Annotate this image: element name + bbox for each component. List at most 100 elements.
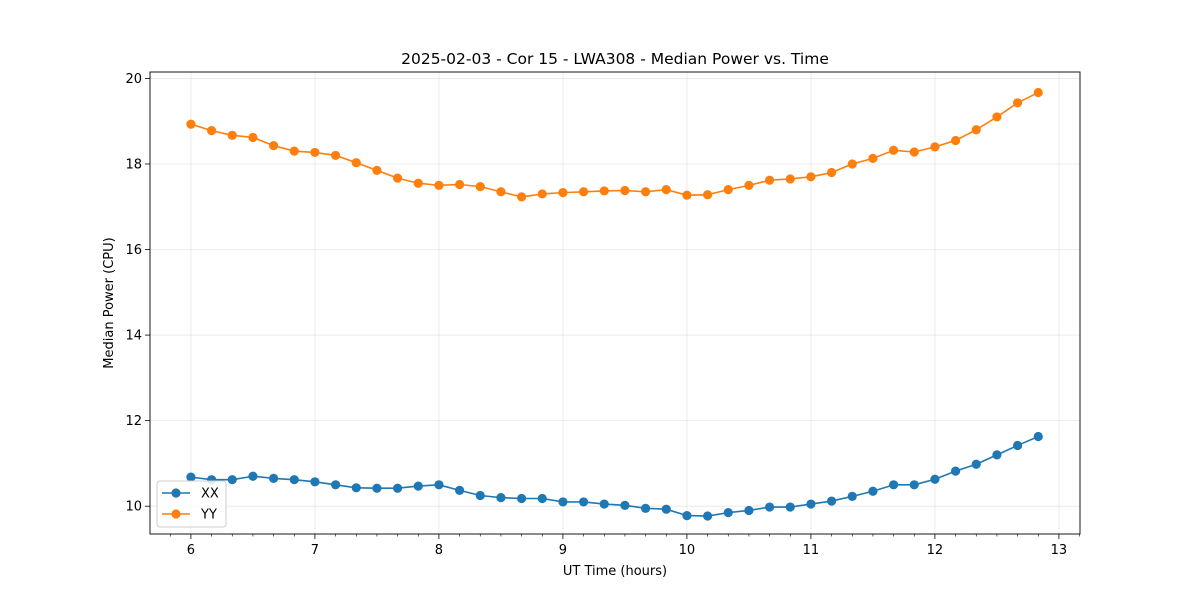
data-point-yy bbox=[475, 182, 485, 192]
data-point-yy bbox=[682, 190, 692, 200]
x-axis-label: UT Time (hours) bbox=[563, 564, 667, 579]
y-tick-label: 20 bbox=[125, 72, 142, 87]
data-point-yy bbox=[310, 147, 320, 158]
data-point-yy bbox=[661, 185, 671, 195]
data-point-yy bbox=[930, 142, 940, 152]
data-point-yy bbox=[599, 186, 609, 196]
data-point-xx bbox=[868, 486, 878, 496]
data-point-yy bbox=[537, 189, 547, 199]
data-point-yy bbox=[723, 185, 733, 195]
data-point-yy bbox=[227, 130, 237, 140]
data-point-yy bbox=[413, 178, 423, 188]
data-point-xx bbox=[516, 493, 527, 504]
data-point-yy bbox=[826, 167, 837, 178]
data-point-yy bbox=[434, 180, 444, 190]
data-point-yy bbox=[992, 112, 1002, 122]
data-point-xx bbox=[351, 483, 361, 493]
data-point-xx bbox=[413, 481, 423, 491]
y-tick-label: 16 bbox=[125, 243, 142, 258]
data-point-xx bbox=[888, 480, 899, 490]
series-layer bbox=[186, 87, 1043, 521]
legend-marker-yy bbox=[171, 509, 181, 519]
data-point-yy bbox=[847, 159, 857, 169]
data-point-xx bbox=[764, 502, 775, 512]
data-point-yy bbox=[392, 173, 403, 183]
data-point-xx bbox=[578, 497, 589, 507]
ticks: 6 7 8 9 10 11 12 13 10 12 14 16 18 20 bbox=[125, 72, 1080, 558]
x-tick-label: 6 bbox=[187, 543, 195, 558]
data-point-xx bbox=[268, 473, 279, 483]
data-point-xx bbox=[1033, 431, 1043, 442]
data-point-xx bbox=[454, 485, 465, 495]
data-point-yy bbox=[454, 179, 465, 190]
data-point-yy bbox=[868, 153, 878, 164]
data-point-xx bbox=[992, 450, 1002, 460]
data-point-xx bbox=[930, 474, 940, 484]
data-point-xx bbox=[661, 504, 671, 514]
legend-label-xx: XX bbox=[201, 487, 219, 502]
x-tick-label: 11 bbox=[803, 543, 820, 558]
data-point-xx bbox=[847, 491, 857, 501]
data-point-yy bbox=[785, 174, 795, 184]
legend-marker-xx bbox=[171, 488, 181, 498]
data-point-xx bbox=[475, 490, 485, 501]
data-point-xx bbox=[909, 480, 919, 490]
data-point-yy bbox=[950, 135, 961, 146]
x-tick-label: 9 bbox=[559, 543, 567, 558]
plot-frame bbox=[149, 71, 1081, 535]
legend-label-yy: YY bbox=[200, 508, 217, 523]
y-tick-label: 10 bbox=[125, 500, 142, 515]
data-point-xx bbox=[682, 511, 692, 521]
data-point-xx bbox=[785, 502, 795, 512]
data-point-xx bbox=[1012, 440, 1023, 451]
data-point-yy bbox=[516, 192, 527, 202]
data-point-xx bbox=[310, 477, 320, 487]
data-point-xx bbox=[372, 483, 382, 493]
data-point-xx bbox=[723, 508, 733, 518]
chart-title: 2025-02-03 - Cor 15 - LWA308 - Median Po… bbox=[401, 50, 829, 68]
data-point-xx bbox=[599, 499, 609, 509]
data-point-yy bbox=[888, 145, 899, 155]
x-tick-label: 12 bbox=[927, 543, 944, 558]
data-point-yy bbox=[289, 146, 299, 156]
data-point-yy bbox=[971, 125, 981, 135]
data-point-yy bbox=[372, 165, 382, 175]
data-point-yy bbox=[186, 119, 196, 129]
data-point-xx bbox=[558, 497, 568, 507]
data-point-xx bbox=[537, 493, 547, 504]
x-tick-label: 7 bbox=[311, 543, 319, 558]
data-point-yy bbox=[1033, 87, 1043, 98]
data-point-xx bbox=[330, 480, 341, 490]
data-point-xx bbox=[640, 503, 651, 513]
data-point-xx bbox=[496, 493, 506, 503]
data-point-yy bbox=[351, 158, 361, 168]
data-point-yy bbox=[248, 132, 258, 143]
x-tick-label: 10 bbox=[679, 543, 696, 558]
y-tick-label: 12 bbox=[125, 414, 142, 429]
data-point-xx bbox=[434, 480, 444, 490]
data-point-xx bbox=[826, 496, 837, 506]
data-point-xx bbox=[392, 483, 403, 493]
data-point-yy bbox=[496, 187, 506, 197]
data-point-yy bbox=[744, 180, 754, 190]
data-point-yy bbox=[620, 185, 630, 196]
data-point-xx bbox=[289, 475, 299, 485]
data-point-xx bbox=[702, 511, 713, 521]
data-point-xx bbox=[806, 499, 816, 509]
data-point-xx bbox=[620, 500, 630, 510]
legend: XX YY bbox=[156, 480, 227, 528]
x-tick-label: 13 bbox=[1051, 543, 1068, 558]
data-point-xx bbox=[950, 466, 961, 476]
data-point-xx bbox=[744, 505, 754, 516]
data-point-xx bbox=[186, 472, 196, 482]
y-axis-label: Median Power (CPU) bbox=[102, 237, 117, 368]
plot-background bbox=[150, 72, 1080, 534]
y-tick-label: 14 bbox=[125, 329, 142, 344]
data-point-yy bbox=[268, 140, 279, 151]
data-point-yy bbox=[702, 190, 713, 200]
data-point-yy bbox=[206, 126, 217, 136]
data-point-yy bbox=[578, 187, 589, 197]
grid bbox=[150, 72, 1080, 534]
data-point-yy bbox=[806, 172, 816, 182]
